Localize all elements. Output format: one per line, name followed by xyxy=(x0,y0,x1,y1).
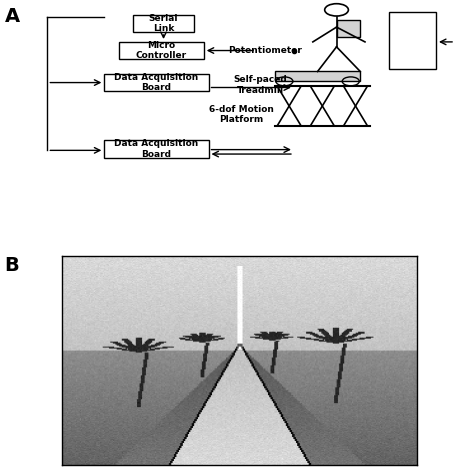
Text: Micro
Controller: Micro Controller xyxy=(136,41,187,60)
Bar xyxy=(337,20,360,37)
Text: Serial
Link: Serial Link xyxy=(149,14,178,33)
Text: Data Acquisition
Board: Data Acquisition Board xyxy=(114,139,199,159)
FancyBboxPatch shape xyxy=(104,74,209,91)
Text: Potentiometer: Potentiometer xyxy=(228,46,302,55)
Text: B: B xyxy=(5,255,19,274)
Text: 6-dof Motion
Platform: 6-dof Motion Platform xyxy=(210,105,274,124)
FancyBboxPatch shape xyxy=(118,42,204,59)
Bar xyxy=(389,12,436,69)
Bar xyxy=(275,72,360,82)
Text: Data Acquisition
Board: Data Acquisition Board xyxy=(114,73,199,92)
FancyBboxPatch shape xyxy=(104,140,209,158)
Text: Self-paced
Treadmill: Self-paced Treadmill xyxy=(234,75,288,95)
FancyBboxPatch shape xyxy=(133,15,194,32)
Text: A: A xyxy=(5,8,20,27)
